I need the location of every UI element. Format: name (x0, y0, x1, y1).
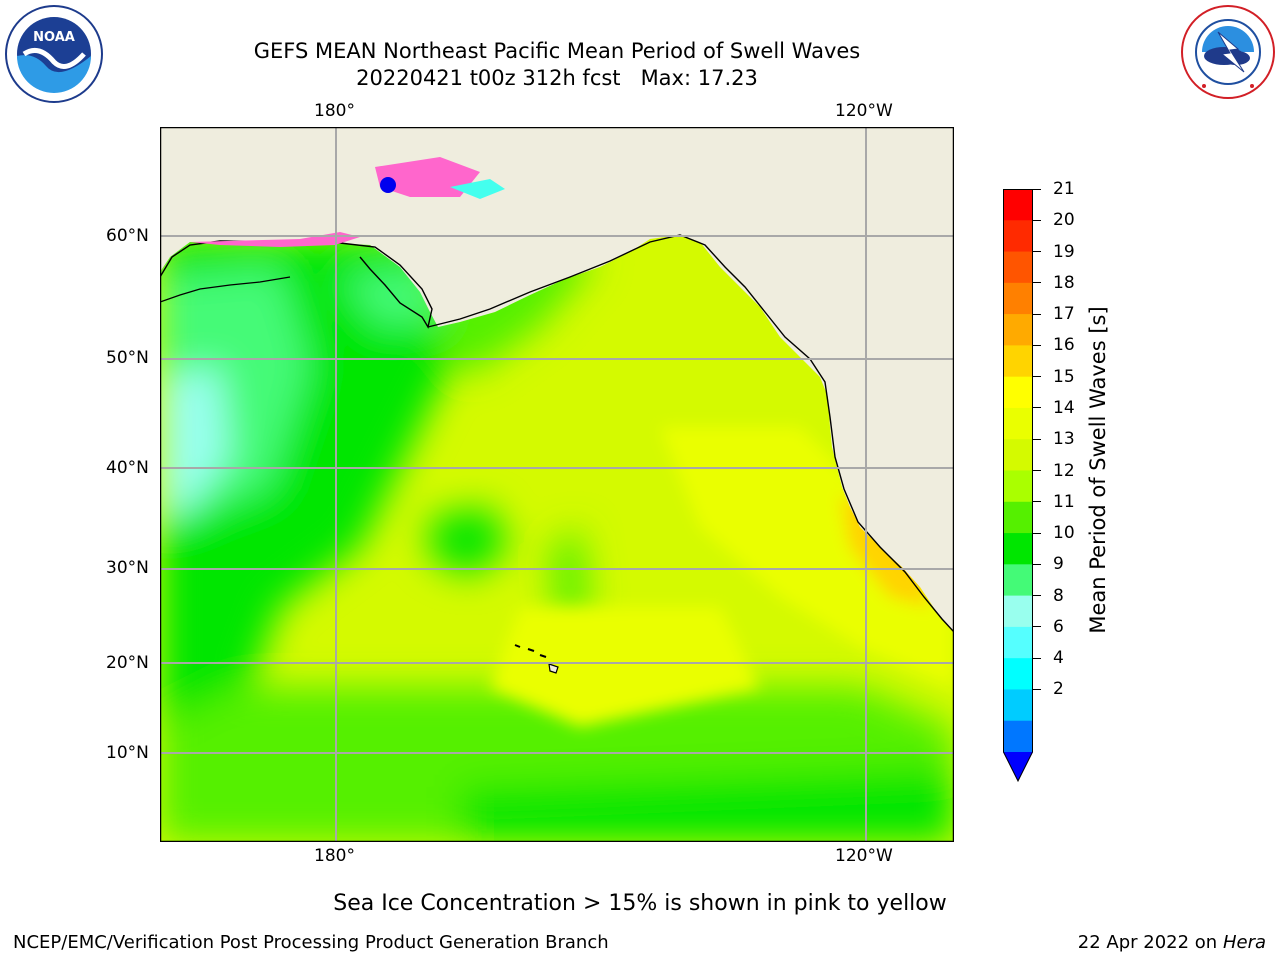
colorbar-tick-mark (1033, 438, 1041, 440)
colorbar-band (1003, 282, 1033, 315)
colorbar-tick-label: 8 (1053, 585, 1064, 606)
colorbar-tick-mark (1033, 563, 1041, 565)
colorbar-tick-label: 12 (1053, 460, 1075, 481)
lat-label-60n: 60°N (106, 226, 149, 246)
colorbar-band (1003, 439, 1033, 471)
colorbar-band (1003, 595, 1033, 628)
noaa-logo-text: NOAA (33, 30, 75, 45)
lon-label-top-180: 180° (314, 101, 355, 121)
map-subtitle: 20220421 t00z 312h fcst Max: 17.23 (356, 66, 758, 90)
colorbar-band (1003, 407, 1033, 440)
colorbar-tick-mark (1033, 407, 1041, 409)
land (160, 127, 954, 674)
colorbar-tick-label: 20 (1053, 210, 1075, 231)
colorbar-band (1003, 251, 1033, 284)
colorbar-tick-label: 21 (1053, 179, 1075, 199)
lat-label-50n: 50°N (106, 348, 149, 368)
footer-date: 22 Apr 2022 on Hera (1078, 932, 1266, 954)
noaa-logo-icon: NOAA (5, 5, 103, 103)
swell-period-map (160, 127, 954, 842)
colorbar-band (1003, 470, 1033, 503)
colorbar-tick-mark (1033, 595, 1041, 597)
colorbar-tick-mark (1033, 219, 1041, 221)
colorbar-band (1003, 533, 1033, 565)
lat-label-40n: 40°N (106, 458, 149, 478)
colorbar-tick-mark (1033, 344, 1041, 346)
sea-ice (190, 157, 505, 247)
colorbar-tick-mark (1033, 501, 1041, 503)
colorbar-under-arrow (1003, 752, 1033, 781)
colorbar-tick-label: 14 (1053, 397, 1075, 418)
colorbar-tick-label: 15 (1053, 366, 1075, 387)
colorbar-tick-label: 13 (1053, 429, 1075, 450)
colorbar-tick-mark (1033, 532, 1041, 534)
lat-label-10n: 10°N (106, 743, 149, 763)
colorbar-band (1003, 501, 1033, 534)
colorbar-band (1003, 626, 1033, 659)
colorbar-tick-label: 11 (1053, 491, 1075, 512)
colorbar-tick-mark (1033, 376, 1041, 378)
colorbar-tick-mark (1033, 313, 1041, 315)
colorbar-tick-label: 2 (1053, 679, 1064, 700)
map-title: GEFS MEAN Northeast Pacific Mean Period … (253, 39, 861, 63)
lon-label-top-120w: 120°W (835, 101, 893, 121)
colorbar-band (1003, 189, 1033, 221)
colorbar-title: Mean Period of Swell Waves [s] (1086, 306, 1110, 634)
colorbar-tick-label: 17 (1053, 304, 1075, 325)
colorbar-band (1003, 220, 1033, 253)
lat-label-20n: 20°N (106, 653, 149, 673)
colorbar-tick-label: 9 (1053, 554, 1064, 575)
footer-host: Hera (1222, 932, 1266, 953)
colorbar-tick-mark (1033, 251, 1041, 253)
lat-label-30n: 30°N (106, 558, 149, 578)
lon-label-bottom-120w: 120°W (835, 846, 893, 866)
colorbar-tick-label: 6 (1053, 616, 1064, 637)
colorbar-band (1003, 658, 1033, 690)
short-period-field (160, 237, 954, 842)
colorbar-band (1003, 376, 1033, 409)
colorbar-tick-mark (1033, 188, 1041, 190)
colorbar-tick-label: 16 (1053, 335, 1075, 356)
footer-credit: NCEP/EMC/Verification Post Processing Pr… (13, 932, 609, 953)
colorbar-tick-mark (1033, 657, 1041, 659)
colorbar-band (1003, 689, 1033, 722)
colorbar-tick-label: 19 (1053, 241, 1075, 262)
nws-logo-icon (1181, 5, 1275, 99)
colorbar-tick-mark (1033, 470, 1041, 471)
colorbar-tick-mark (1033, 626, 1041, 628)
sea-ice-note: Sea Ice Concentration > 15% is shown in … (333, 891, 947, 916)
colorbar (1003, 189, 1033, 783)
colorbar-band (1003, 720, 1033, 753)
colorbar-band (1003, 314, 1033, 346)
colorbar-tick-mark (1033, 688, 1041, 690)
colorbar-band (1003, 564, 1033, 597)
colorbar-band (1003, 345, 1033, 378)
colorbar-tick-label: 10 (1053, 523, 1075, 544)
colorbar-tick-mark (1033, 282, 1041, 284)
graticule (160, 127, 954, 842)
colorbar-tick-label: 18 (1053, 272, 1075, 293)
lon-label-bottom-180: 180° (314, 846, 355, 866)
footer-date-text: 22 Apr 2022 on (1077, 932, 1223, 953)
colorbar-tick-label: 4 (1053, 648, 1064, 669)
